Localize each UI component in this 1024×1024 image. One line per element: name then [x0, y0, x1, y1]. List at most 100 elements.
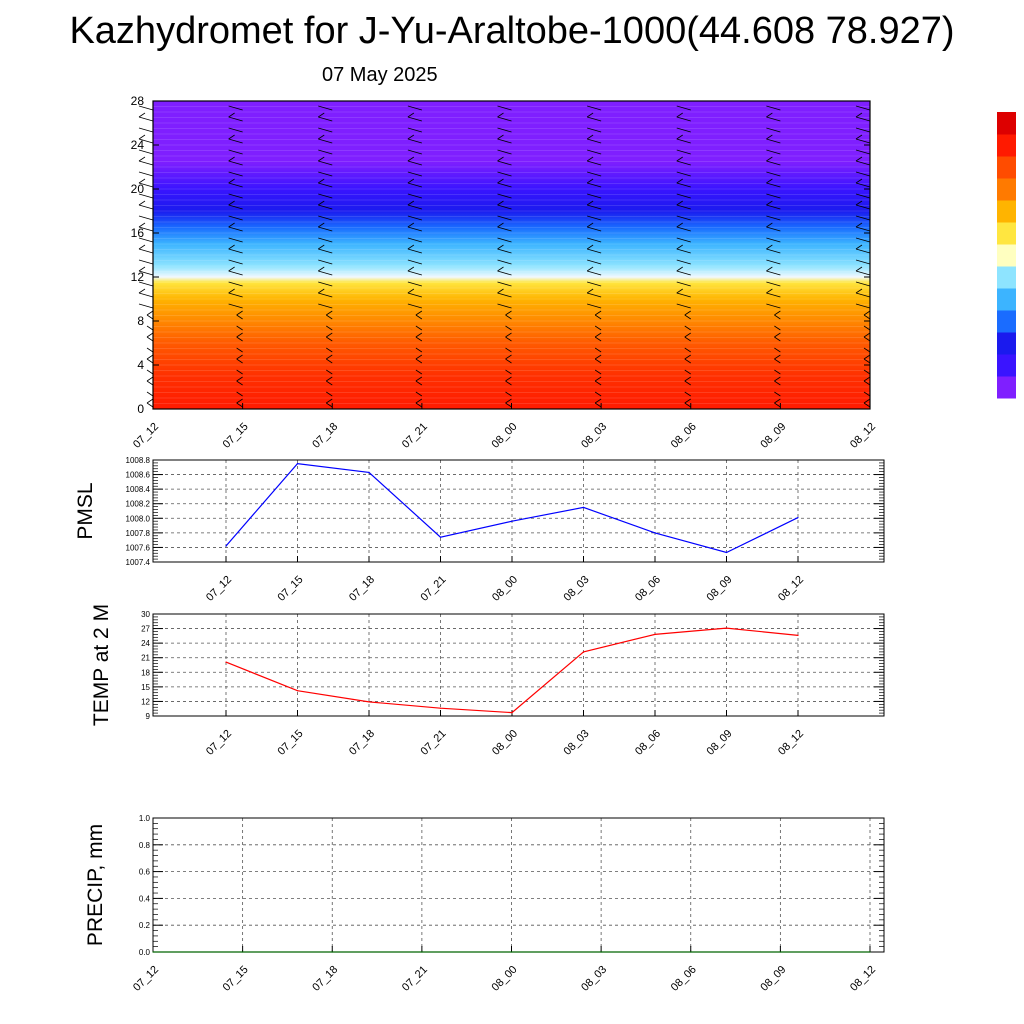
wind-barb	[505, 310, 512, 320]
wind-barb	[676, 222, 691, 232]
colorbar-segment	[997, 233, 1016, 239]
wind-barb	[855, 222, 871, 232]
y-tick-label: 1007.6	[126, 543, 151, 552]
colorbar-segment	[997, 381, 1016, 388]
x-tick-label: 08_12	[848, 964, 878, 994]
wind-barb	[766, 134, 781, 144]
wind-barb	[228, 134, 243, 144]
x-tick-label: 08_06	[669, 421, 699, 451]
wind-barb	[766, 105, 781, 111]
colorbar-segment	[997, 150, 1016, 157]
y-tick-label: 1008.2	[126, 500, 151, 509]
colorbar-segment	[997, 315, 1016, 322]
wind-barb	[415, 310, 423, 320]
wind-barb	[587, 105, 602, 111]
wind-barb	[586, 222, 602, 232]
wind-barb	[863, 376, 871, 386]
wind-barb	[138, 112, 154, 122]
pmsl-data-point	[582, 506, 585, 508]
wind-barb	[505, 398, 512, 408]
x-tick-label: 08_06	[669, 964, 699, 994]
wind-barb	[676, 134, 691, 144]
y-tick-label: 24	[141, 639, 150, 648]
colorbar-segment	[997, 332, 1016, 338]
wind-barb	[774, 354, 781, 364]
wind-barb	[138, 134, 154, 144]
wind-barb	[236, 398, 243, 408]
wind-barb	[236, 369, 243, 375]
wind-barb	[855, 303, 871, 309]
x-tick-label: 07_21	[400, 964, 430, 994]
wind-barb	[138, 193, 154, 199]
wind-barb	[676, 178, 691, 188]
wind-barb	[497, 171, 512, 177]
wind-barb	[855, 237, 871, 243]
wind-barb	[774, 325, 781, 331]
wind-barb	[318, 171, 333, 177]
wind-barb	[587, 171, 602, 177]
wind-barb	[587, 303, 602, 309]
wind-barb	[594, 347, 602, 353]
precip-data-point	[421, 951, 423, 953]
wind-barb	[774, 332, 781, 342]
wind-barb	[587, 259, 602, 265]
wind-barb	[138, 105, 154, 111]
wind-barb	[138, 266, 154, 276]
wind-barb	[407, 171, 422, 177]
y-tick-label: 24	[131, 138, 145, 152]
wind-barb	[318, 215, 333, 221]
wind-barb	[587, 127, 602, 133]
wind-barb	[146, 347, 154, 353]
colorbar-segment	[997, 392, 1016, 399]
colorbar-segment	[997, 293, 1016, 300]
colorbar-segment	[997, 277, 1016, 283]
y-tick-label: 1008.8	[126, 456, 151, 465]
colorbar-segment	[997, 337, 1016, 344]
wind-barb	[766, 215, 781, 221]
wind-barb	[407, 244, 422, 254]
wind-barb	[228, 200, 243, 210]
wind-barb	[497, 156, 512, 166]
precip-data-point	[510, 951, 513, 953]
x-tick-label: 08_09	[758, 421, 788, 451]
x-tick-label: 07_15	[276, 574, 306, 604]
precip-data-point	[331, 951, 333, 953]
wind-barb	[587, 237, 602, 243]
x-tick-label: 08_00	[490, 421, 520, 451]
wind-barb	[863, 310, 871, 320]
colorbar-segment	[997, 172, 1016, 179]
wind-barb	[863, 398, 871, 408]
wind-barb	[497, 105, 512, 111]
wind-barb	[318, 134, 333, 144]
wind-barb	[228, 149, 243, 155]
wind-barb	[774, 376, 781, 386]
wind-barb	[505, 376, 512, 386]
x-tick-label: 07_12	[204, 574, 234, 604]
wind-barb	[774, 398, 781, 408]
wind-barb	[586, 178, 602, 188]
wind-barb	[318, 222, 333, 232]
pmsl-data-point	[511, 520, 513, 522]
wind-barb	[766, 288, 781, 298]
wind-barb	[587, 193, 602, 199]
x-tick-label: 07_21	[400, 421, 430, 451]
x-tick-label: 08_00	[490, 728, 520, 758]
wind-barb	[684, 332, 691, 342]
wind-barb	[138, 178, 154, 188]
pmsl-data-point	[368, 471, 370, 473]
precip-data-point	[779, 951, 781, 953]
wind-barb	[505, 332, 512, 342]
wind-barb	[407, 149, 422, 155]
wind-barb	[594, 369, 602, 375]
precip-data-point	[152, 951, 154, 953]
wind-barb	[684, 398, 691, 408]
x-tick-label: 08_00	[490, 574, 520, 604]
wind-barb	[326, 354, 333, 364]
wind-barb	[676, 288, 691, 298]
wind-barb	[138, 244, 154, 254]
colorbar-segment	[997, 117, 1016, 124]
colorbar-segment	[997, 249, 1016, 256]
wind-barb	[766, 193, 781, 199]
wind-barb	[676, 149, 691, 155]
colorbar-segment	[997, 112, 1016, 118]
